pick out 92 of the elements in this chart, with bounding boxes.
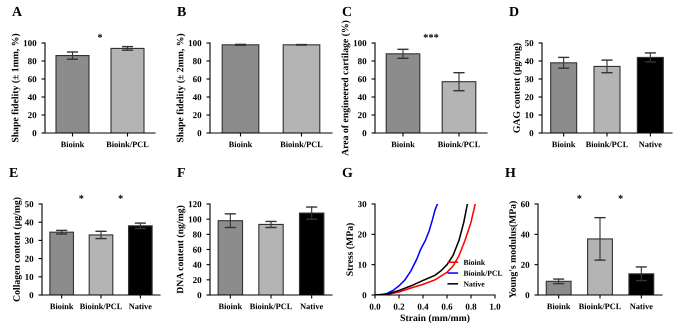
- y-tick-label: 0: [525, 292, 530, 298]
- y-tick-label: 100: [188, 216, 202, 222]
- y-tick-label: 40: [192, 262, 202, 268]
- y-axis-title: Collagen content (μg/mg): [12, 197, 22, 302]
- y-tick-label: 20: [525, 94, 534, 100]
- text: *: [618, 194, 623, 199]
- y-tick-label: 20: [193, 112, 202, 118]
- y-axis-title: Shape fidelity (± 2mm, %): [176, 34, 186, 142]
- chart-title: H: [505, 168, 516, 178]
- y-tick-label: 60: [192, 246, 202, 253]
- y-tick-label: 40: [24, 219, 34, 226]
- y-tick-label: 60: [28, 76, 36, 82]
- x-tick-label: Bioink: [60, 141, 84, 148]
- y-tick-label: 20: [521, 262, 530, 268]
- text: *: [577, 194, 582, 199]
- x-tick-label: 0.6: [442, 304, 452, 310]
- y-tick-label: 20: [358, 231, 366, 238]
- y-tick-label: 0: [29, 292, 34, 298]
- y-tick-label: 30: [24, 238, 34, 244]
- x-tick-label: Bioink: [546, 303, 570, 310]
- text: *: [118, 194, 123, 199]
- y-tick-label: 30: [524, 76, 534, 82]
- y-tick-label: 40: [28, 94, 36, 100]
- y-tick-label: 50: [25, 201, 34, 208]
- x-tick-label: Bioink/PCL: [586, 141, 628, 148]
- y-tick-label: 50: [525, 40, 534, 46]
- x-axis-title: Strain (mm/mm): [400, 314, 470, 324]
- x-tick-label: Bioink/PCL: [250, 303, 292, 310]
- chart-title: G: [342, 168, 352, 178]
- y-axis-title: Shape fidelity (± 1mm, %): [11, 34, 20, 142]
- chart-title: B: [177, 6, 186, 16]
- y-tick-label: 60: [358, 76, 366, 82]
- y-tick-label: 20: [25, 256, 34, 262]
- y-tick-label: 60: [192, 76, 202, 82]
- y-tick-label: 30: [358, 201, 366, 208]
- y-tick-label: 80: [192, 58, 202, 64]
- x-tick-label: 0.4: [418, 304, 428, 310]
- y-axis-title: Young's modulus(MPa): [508, 201, 518, 298]
- y-tick-label: 60: [520, 201, 530, 208]
- y-tick-label: 10: [525, 112, 534, 118]
- y-axis-title: DNA content (ng/mg): [176, 206, 186, 294]
- x-tick-label: 0.0: [370, 304, 380, 310]
- x-tick-label: Bioink: [218, 303, 242, 310]
- y-tick-label: 40: [524, 58, 534, 64]
- y-tick-label: 0: [362, 130, 366, 136]
- y-tick-label: 20: [28, 112, 36, 118]
- x-tick-label: Native: [638, 141, 662, 148]
- text: *: [79, 194, 84, 199]
- y-tick-label: 80: [192, 231, 202, 238]
- x-tick-label: Bioink/PCL: [106, 141, 148, 148]
- y-tick-label: 10: [25, 274, 34, 280]
- chart-title: D: [509, 6, 518, 16]
- y-tick-label: 40: [358, 94, 366, 100]
- y-tick-label: 100: [188, 40, 202, 46]
- y-tick-label: 20: [358, 112, 366, 118]
- x-tick-label: Bioink: [552, 141, 576, 148]
- x-tick-label: 0.2: [394, 304, 404, 310]
- x-tick-label: Native: [300, 303, 324, 310]
- y-tick-label: 0: [529, 130, 534, 136]
- y-tick-label: 20: [193, 276, 202, 284]
- chart-title: E: [9, 168, 18, 178]
- x-tick-label: Bioink/PCL: [578, 303, 621, 310]
- y-tick-label: 40: [520, 231, 530, 238]
- y-tick-label: 0: [362, 292, 366, 298]
- x-tick-label: 0.8: [466, 304, 476, 310]
- x-tick-label: Bioink/PCL: [280, 141, 322, 148]
- chart-title: F: [177, 168, 185, 178]
- y-tick-label: 100: [354, 40, 366, 46]
- x-tick-label: Bioink/PCL: [438, 141, 480, 148]
- x-tick-label: 1.0: [490, 304, 500, 310]
- y-tick-label: 100: [24, 40, 36, 46]
- x-tick-label: Bioink/PCL: [80, 303, 122, 310]
- y-tick-label: 120: [188, 201, 202, 208]
- y-axis-title: Area of engineered cartilage (%): [341, 20, 350, 156]
- y-axis-title: Stress (MPa): [346, 223, 355, 276]
- y-tick-label: 0: [32, 130, 36, 136]
- text: ***: [424, 34, 438, 38]
- x-tick-label: Native: [128, 303, 152, 310]
- x-tick-label: Bioink: [228, 141, 252, 148]
- y-tick-label: 80: [28, 58, 36, 64]
- y-tick-label: 80: [358, 58, 366, 64]
- x-tick-label: Bioink: [50, 303, 74, 310]
- y-axis-title: GAG content (μg/mg): [512, 43, 522, 133]
- y-tick-label: 0: [197, 292, 202, 298]
- y-tick-label: 40: [192, 94, 202, 100]
- y-tick-label: 10: [358, 262, 366, 268]
- x-tick-label: Native: [630, 303, 653, 310]
- text: *: [98, 34, 102, 38]
- x-tick-label: Bioink: [391, 141, 415, 148]
- chart-title: C: [342, 6, 351, 16]
- chart-title: A: [12, 6, 22, 16]
- y-tick-label: 0: [197, 130, 202, 136]
